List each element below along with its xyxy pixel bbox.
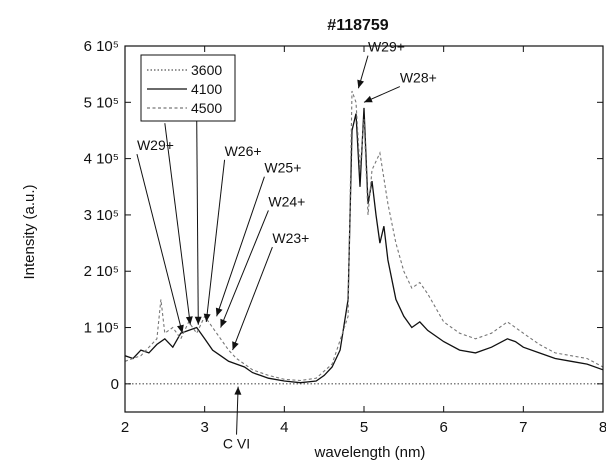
annotation-arrowhead bbox=[185, 316, 193, 325]
annotation-arrow-line bbox=[196, 117, 199, 325]
annotation-arrow-line bbox=[205, 159, 226, 322]
annotation-arrow-line bbox=[220, 210, 269, 328]
legend: 3600 4100 4500 bbox=[140, 54, 236, 122]
annotation-label: W29+ bbox=[368, 39, 405, 55]
series-line-4100 bbox=[124, 107, 604, 384]
x-tick-label: 2 bbox=[121, 419, 129, 436]
x-tick-label: 4 bbox=[280, 419, 288, 436]
legend-label: 3600 bbox=[191, 62, 222, 78]
x-tick-label: 6 bbox=[439, 419, 447, 436]
annotation-arrow-line bbox=[164, 123, 191, 325]
annotation-arrow-line bbox=[232, 246, 273, 351]
series-line-4500 bbox=[124, 90, 604, 382]
legend-label: 4500 bbox=[191, 100, 222, 116]
y-tick-label: 2 10⁵ bbox=[84, 263, 119, 280]
x-tick-label: 3 bbox=[200, 419, 208, 436]
annotation-arrow-line bbox=[236, 386, 239, 435]
annotation-arrowhead bbox=[194, 316, 202, 325]
annotation-arrowhead bbox=[357, 79, 364, 89]
annotation-label: W28+ bbox=[400, 70, 437, 86]
y-tick-label: 1 10⁵ bbox=[84, 320, 119, 337]
x-tick-label: 8 bbox=[599, 419, 606, 436]
x-tick-label: 5 bbox=[360, 419, 368, 436]
series-layer bbox=[124, 90, 604, 385]
x-tick-label: 7 bbox=[519, 419, 527, 436]
annotation-arrowhead bbox=[364, 95, 373, 103]
annotation-arrowhead bbox=[177, 324, 184, 334]
annotation-label: W26+ bbox=[225, 143, 262, 159]
y-tick-label: 0 bbox=[111, 376, 119, 393]
annotation-arrowhead bbox=[234, 386, 242, 395]
chart-title: #118759 bbox=[327, 17, 389, 34]
x-axis-label: wavelength (nm) bbox=[314, 444, 426, 461]
annotation-arrowhead bbox=[203, 313, 211, 322]
annotation-arrow-line bbox=[216, 176, 265, 317]
annotation-arrow-line bbox=[136, 154, 183, 334]
y-tick-label: 6 10⁵ bbox=[84, 38, 119, 55]
annotation-arrowhead bbox=[232, 341, 239, 351]
annotation-label: W29+ bbox=[137, 137, 174, 153]
annotation-arrowhead bbox=[215, 307, 223, 317]
annotation-label: C VI bbox=[223, 436, 250, 452]
y-tick-label: 5 10⁵ bbox=[84, 94, 119, 111]
annotation-label: W24+ bbox=[268, 193, 305, 209]
annotation-label: W25+ bbox=[264, 160, 301, 176]
y-axis-label: Intensity (a.u.) bbox=[21, 184, 38, 279]
legend-box bbox=[140, 54, 236, 122]
annotation-arrowhead bbox=[220, 318, 227, 328]
tick-layer: 2 3 4 5 6 7 8 0 1 10⁵ 2 10⁵ 3 10⁵ 4 10⁵ 5 10⁵ 6 10⁵ bbox=[84, 38, 606, 436]
y-tick-label: 4 10⁵ bbox=[84, 151, 119, 168]
y-tick-label: 3 10⁵ bbox=[84, 207, 119, 224]
annotation-label: W23+ bbox=[272, 230, 309, 246]
legend-label: 4100 bbox=[191, 81, 222, 97]
